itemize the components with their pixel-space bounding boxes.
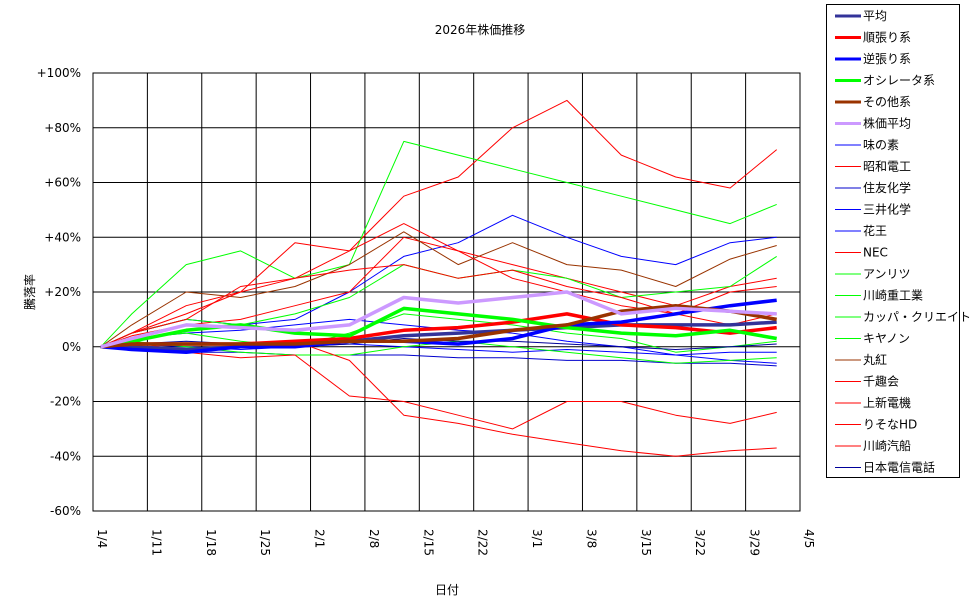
x-tick-label: 1/11 [149,529,163,556]
series-line-キヤノン [100,313,777,353]
x-tick-label: 1/25 [258,529,272,556]
series-line-平均 [100,320,777,352]
y-tick-label: +100% [37,66,81,80]
x-tick-label: 3/22 [693,529,707,556]
y-tick-label: -40% [50,449,81,463]
series-line-昭和電工 [100,99,778,348]
series-line-株価平均 [100,290,777,349]
legend-label: カッパ・クリエイト [863,310,970,324]
legend-box [826,4,960,478]
legend-label: 平均 [863,9,887,23]
legend-label: 千趣会 [863,374,899,389]
x-tick-label: 2/8 [367,529,381,548]
x-tick-label: 2/15 [421,529,435,556]
series-line-逆張り系 [100,298,777,354]
y-axis-label: 騰落率 [22,274,37,310]
chart-title: 2026年株価推移 [435,22,526,37]
legend-label: 川崎汽船 [863,438,911,453]
legend-label: 三井化学 [863,202,911,217]
y-tick-label: +60% [44,176,81,190]
series-line-オシレータ系 [100,306,778,349]
legend-label: 昭和電工 [863,160,911,174]
legend-label: オシレータ系 [863,74,935,88]
legend-label: 花王 [863,223,887,238]
y-tick-label: +40% [44,230,81,244]
y-tick-label: +80% [44,121,81,135]
legend-label: 住友化学 [863,180,911,195]
series-line-川崎汽船 [100,264,777,348]
legend-label: NEC [863,246,888,260]
legend-label: 川崎重工業 [863,289,923,303]
series-line-丸紅 [100,231,777,348]
legend-label: 味の素 [863,138,899,152]
legend-label: 株価平均 [863,116,911,131]
legend-label: 逆張り系 [863,51,911,66]
series-line-アンリツ [100,140,777,348]
legend-label: キヤノン [863,332,910,346]
series-line-千趣会 [100,340,777,430]
legend-label: その他系 [863,95,911,109]
legend-label: 丸紅 [863,353,887,367]
x-tick-label: 3/29 [748,529,762,556]
legend-label: 日本電信電話 [863,460,935,475]
legend-label: 順張り系 [863,31,911,45]
x-tick-label: 3/1 [530,529,544,548]
x-tick-label: 1/4 [95,529,109,548]
x-axis-label: 日付 [435,583,459,597]
x-tick-label: 2/1 [313,529,327,548]
y-tick-label: -20% [50,395,81,409]
y-tick-label: 0% [62,340,81,354]
y-tick-label: +20% [44,285,81,299]
x-tick-label: 3/15 [639,529,653,556]
series-line-その他系 [100,303,778,349]
legend-label: 上新電機 [863,395,911,410]
legend-label: アンリツ [863,267,911,281]
legend-label: りそなHD [863,418,917,432]
x-tick-label: 3/8 [584,529,598,548]
x-tick-label: 1/18 [204,529,218,556]
x-tick-label: 2/22 [476,529,490,556]
x-tick-label: 4/5 [802,529,816,548]
series-line-上新電機 [100,223,777,348]
y-tick-label: -60% [50,504,81,518]
